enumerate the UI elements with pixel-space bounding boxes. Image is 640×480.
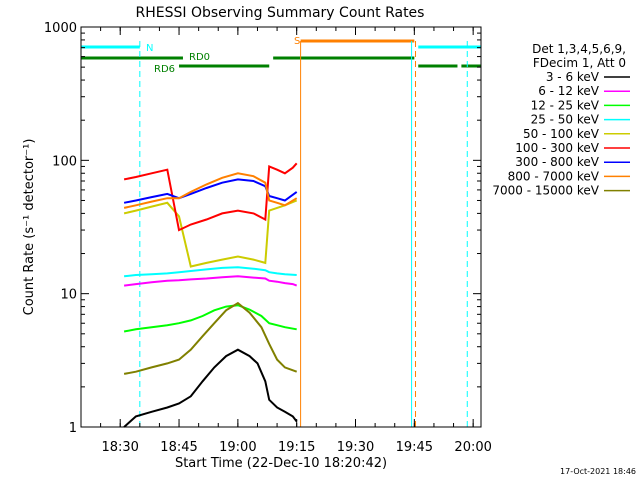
- x-tick-label: 19:30: [337, 440, 374, 455]
- legend-header-line-2: FDecim 1, Att 0: [533, 56, 626, 70]
- legend-entry-label: 800 - 7000 keV: [508, 169, 600, 183]
- legend-entry-label: 300 - 800 keV: [515, 155, 599, 169]
- y-tick-label: 10: [60, 288, 77, 303]
- series-line-6-12-kev: [123, 275, 298, 287]
- legend-entry-label: 3 - 6 keV: [546, 70, 600, 84]
- series-line-3-6-kev: [123, 348, 298, 428]
- plot-area: N S RD0 RD6: [81, 36, 481, 428]
- series-line-800-7000-kev: [123, 172, 298, 209]
- legend-entry-label: 100 - 300 keV: [515, 141, 599, 155]
- legend-entry-label: 7000 - 15000 keV: [492, 184, 599, 198]
- series-line-100-300-kev: [123, 162, 298, 232]
- series-line-50-100-kev: [123, 199, 298, 268]
- flag-n-label: N: [146, 43, 153, 54]
- x-tick-label: 20:00: [454, 440, 491, 455]
- flag-rd0-label: RD0: [189, 52, 210, 63]
- legend-header-line-1: Det 1,3,4,5,6,9,: [532, 42, 626, 56]
- data-layer: N S RD0 RD6: [81, 36, 481, 428]
- series-line-7000-15000-kev: [123, 301, 298, 375]
- x-tick-label: 19:00: [219, 440, 256, 455]
- legend-entry-label: 12 - 25 keV: [531, 98, 600, 112]
- series-line-300-800-kev: [123, 178, 298, 204]
- legend-entry-label: 25 - 50 keV: [531, 113, 600, 127]
- x-tick-label: 18:45: [160, 440, 197, 455]
- y-tick-label: 100: [52, 154, 77, 169]
- series-line-25-50-kev: [123, 266, 297, 278]
- flag-rd6-label: RD6: [154, 64, 175, 75]
- flag-s-label: S: [294, 36, 300, 47]
- x-axis-label: Start Time (22-Dec-10 18:20:42): [175, 456, 387, 471]
- legend-entry-label: 6 - 12 keV: [538, 84, 600, 98]
- footer-timestamp: 17-Oct-2021 18:46: [560, 467, 636, 476]
- legend-entry-label: 50 - 100 keV: [523, 127, 600, 141]
- chart-title: RHESSI Observing Summary Count Rates: [136, 5, 425, 21]
- y-tick-label: 1000: [44, 21, 77, 36]
- plot-frame: [80, 26, 482, 428]
- axis-ticks: 18:30 18:45 19:00 19:15 19:30 19:45 20:00 1 10 10…: [44, 21, 492, 455]
- y-tick-label: 1: [69, 421, 77, 436]
- legend: Det 1,3,4,5,6,9, FDecim 1, Att 0 3 - 6 k…: [492, 42, 630, 198]
- x-tick-label: 18:30: [101, 440, 138, 455]
- x-tick-label: 19:15: [278, 440, 315, 455]
- series-line-12-25-kev: [123, 304, 297, 333]
- y-axis-label: Count Rate (s⁻¹ detector⁻¹): [22, 139, 37, 316]
- x-tick-label: 19:45: [396, 440, 433, 455]
